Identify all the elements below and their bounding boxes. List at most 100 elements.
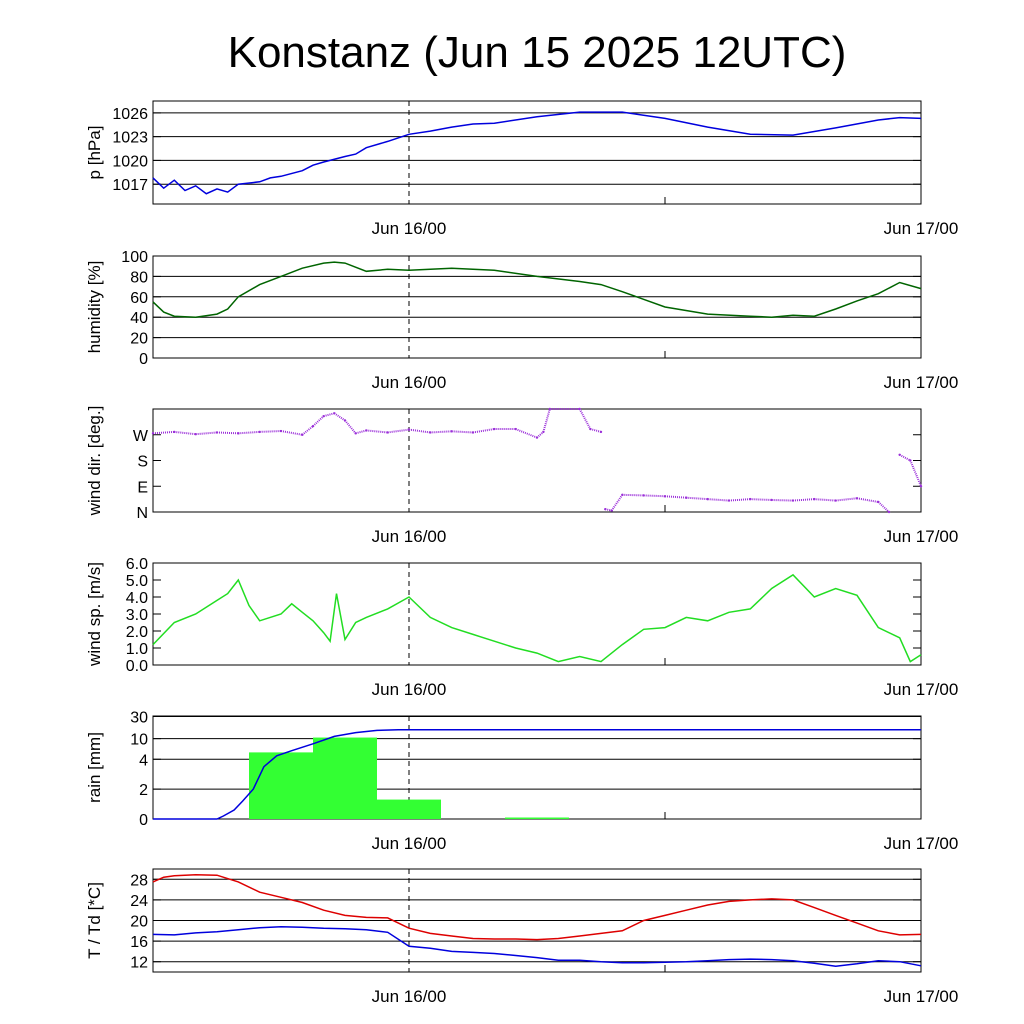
wind-dir-segment <box>542 408 551 433</box>
x-tick-label: Jun 16/00 <box>372 680 447 699</box>
y-tick-label: N <box>136 505 148 522</box>
y-tick-label: 40 <box>130 310 148 327</box>
panel-pressure: 1017 1020 1023 1026 p [hPa] Jun 16/00 Jun 17/0… <box>85 100 959 238</box>
wind-dir-segment <box>664 495 687 499</box>
wind-dir-segment <box>792 498 815 502</box>
wind-dir-segment <box>909 460 922 487</box>
x-tick-label: Jun 16/00 <box>372 527 447 546</box>
series-line-temperature-0 <box>152 873 922 941</box>
y-axis-label: wind dir. [deg.] <box>85 406 104 517</box>
wind-dir-point <box>919 485 923 488</box>
y-tick-label: 12 <box>130 955 148 972</box>
wind-dir-segment <box>472 428 495 434</box>
x-tick-label: Jun 17/00 <box>884 373 959 392</box>
x-tick-label: Jun 16/00 <box>372 373 447 392</box>
y-tick-label: 60 <box>130 290 148 307</box>
panel-frame <box>152 100 922 205</box>
series-line-humidity-0 <box>152 261 922 318</box>
wind-dir-segment <box>216 431 239 435</box>
rain-bar <box>249 752 313 819</box>
y-tick-label: 1026 <box>112 106 148 123</box>
wind-dir-segment <box>590 428 602 433</box>
y-tick-label: 6.0 <box>126 556 148 573</box>
x-tick-label: Jun 17/00 <box>884 987 959 1006</box>
wind-dir-segment <box>323 412 335 418</box>
wind-dir-point <box>887 510 891 514</box>
y-tick-label: 4 <box>139 752 148 769</box>
wind-dir-segment <box>771 498 794 502</box>
wind-dir-segment <box>333 412 346 422</box>
y-tick-label: 5.0 <box>126 573 148 590</box>
y-tick-label: 20 <box>130 914 148 931</box>
wind-dir-segment <box>387 428 410 434</box>
x-tick-label: Jun 16/00 <box>372 834 447 853</box>
wind-dir-segment <box>536 431 545 439</box>
y-tick-label: E <box>137 479 148 496</box>
y-tick-label: 2 <box>139 782 148 799</box>
wind-dir-segment <box>856 497 879 503</box>
wind-dir-segment <box>643 494 666 498</box>
x-tick-label: Jun 16/00 <box>372 219 447 238</box>
y-tick-label: 20 <box>130 331 148 348</box>
panel-temperature: 12 16 20 24 28 T / Td [*C] Jun 16/00 Jun 17/00 <box>85 868 959 1006</box>
panel-humidity: 0 20 40 60 80 100 humidity [%] Jun 16/00 Jun 17/… <box>85 249 958 392</box>
wind-dir-segment <box>877 501 890 513</box>
y-axis-label: rain [mm] <box>85 732 104 803</box>
panel-wind-speed: 0.01.02.03.04.05.06.0 wind sp. [m/s] Jun 1… <box>85 556 958 699</box>
wind-dir-segment <box>280 430 303 436</box>
wind-dir-segment <box>301 425 314 436</box>
wind-dir-point <box>599 430 603 434</box>
panel-frame <box>152 408 922 513</box>
y-tick-label: 4.0 <box>126 590 148 607</box>
wind-dir-segment <box>515 428 538 439</box>
wind-dir-segment <box>814 498 836 502</box>
wind-dir-segment <box>578 408 592 430</box>
wind-dir-segment <box>686 496 708 501</box>
y-tick-label: W <box>133 428 149 445</box>
wind-dir-segment <box>408 428 431 434</box>
y-axis-label: humidity [%] <box>85 261 104 354</box>
wind-dir-segment <box>622 493 644 497</box>
panel-frame <box>152 255 922 359</box>
y-tick-label: S <box>137 454 148 471</box>
series-line-temperature-1 <box>152 925 922 968</box>
y-tick-label: 0 <box>139 812 148 829</box>
y-tick-label: 1020 <box>112 153 148 170</box>
wind-dir-segment <box>707 498 730 502</box>
x-tick-label: Jun 17/00 <box>884 680 959 699</box>
y-tick-label: 1.0 <box>126 641 148 658</box>
wind-dir-segment <box>312 415 325 427</box>
x-tick-label: Jun 17/00 <box>884 527 959 546</box>
y-tick-label: 1017 <box>112 177 148 194</box>
chart-title: Konstanz (Jun 15 2025 12UTC) <box>228 28 847 77</box>
y-tick-label: 0.0 <box>126 658 148 675</box>
wind-dir-segment <box>899 453 911 462</box>
rain-bar <box>505 817 569 819</box>
wind-dir-segment <box>195 431 218 436</box>
wind-dir-segment <box>238 430 260 435</box>
y-tick-label: 10 <box>130 732 148 749</box>
rain-bar <box>313 737 377 819</box>
y-tick-label: 2.0 <box>126 624 148 641</box>
wind-dir-segment <box>355 429 367 435</box>
panel-frame <box>152 562 922 666</box>
x-tick-label: Jun 16/00 <box>372 987 447 1006</box>
y-tick-label: 1023 <box>112 130 148 147</box>
wind-dir-segment <box>728 498 751 502</box>
y-tick-label: 0 <box>139 351 148 368</box>
y-tick-label: 28 <box>130 872 148 889</box>
y-tick-label: 16 <box>130 934 148 951</box>
y-tick-label: 24 <box>130 893 148 910</box>
wind-dir-segment <box>451 430 474 434</box>
rain-bar <box>377 799 441 819</box>
wind-dir-segment <box>430 430 452 434</box>
x-tick-label: Jun 17/00 <box>884 219 959 238</box>
series-line-rain-0 <box>153 729 921 820</box>
wind-dir-segment <box>835 497 858 502</box>
series-line-wind-speed-0 <box>152 573 922 663</box>
wind-dir-segment <box>174 430 196 436</box>
wind-dir-segment <box>259 430 282 433</box>
wind-dir-segment <box>366 429 388 434</box>
